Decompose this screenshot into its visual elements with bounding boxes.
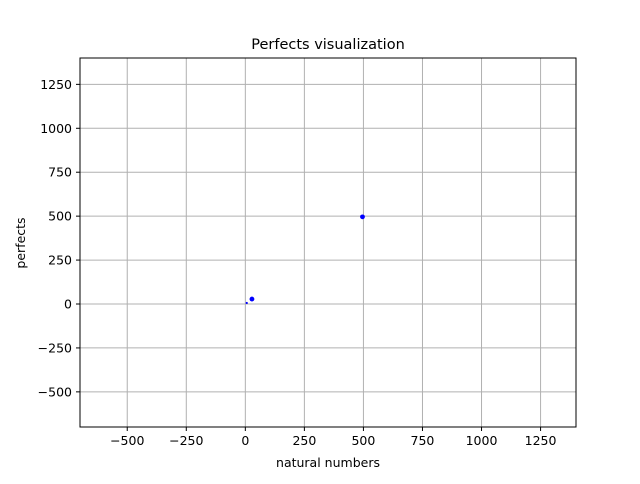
- axis-ticks: −500 −250 0 250 500 750 1000 1250 −500 −250 0 250 50…: [38, 77, 557, 448]
- x-tick-label: 500: [351, 433, 375, 448]
- data-point: [245, 301, 248, 305]
- y-tick-label: 1000: [40, 121, 72, 136]
- x-tick-label: −500: [110, 433, 144, 448]
- y-tick-label: 250: [48, 253, 72, 268]
- x-tick-label: 0: [241, 433, 249, 448]
- plot-frame: [79, 57, 577, 428]
- x-tick-label: 750: [411, 433, 435, 448]
- chart-title: Perfects visualization: [251, 37, 405, 53]
- data-point: [249, 296, 255, 302]
- x-tick-label: 250: [292, 433, 316, 448]
- y-axis-label: perfects: [13, 217, 28, 268]
- y-tick-label: −250: [38, 340, 72, 355]
- x-tick-label: 1250: [525, 433, 557, 448]
- grid-lines: [80, 58, 576, 427]
- y-tick-label: −500: [38, 384, 72, 399]
- y-tick-label: 0: [64, 297, 72, 312]
- data-point: [360, 214, 365, 220]
- x-axis-label: natural numbers: [276, 455, 380, 470]
- y-tick-label: 1250: [40, 77, 72, 92]
- x-tick-label: −250: [169, 433, 203, 448]
- x-tick-label: 1000: [466, 433, 498, 448]
- data-points: [245, 214, 365, 305]
- y-tick-label: 500: [48, 209, 72, 224]
- y-tick-label: 750: [48, 165, 72, 180]
